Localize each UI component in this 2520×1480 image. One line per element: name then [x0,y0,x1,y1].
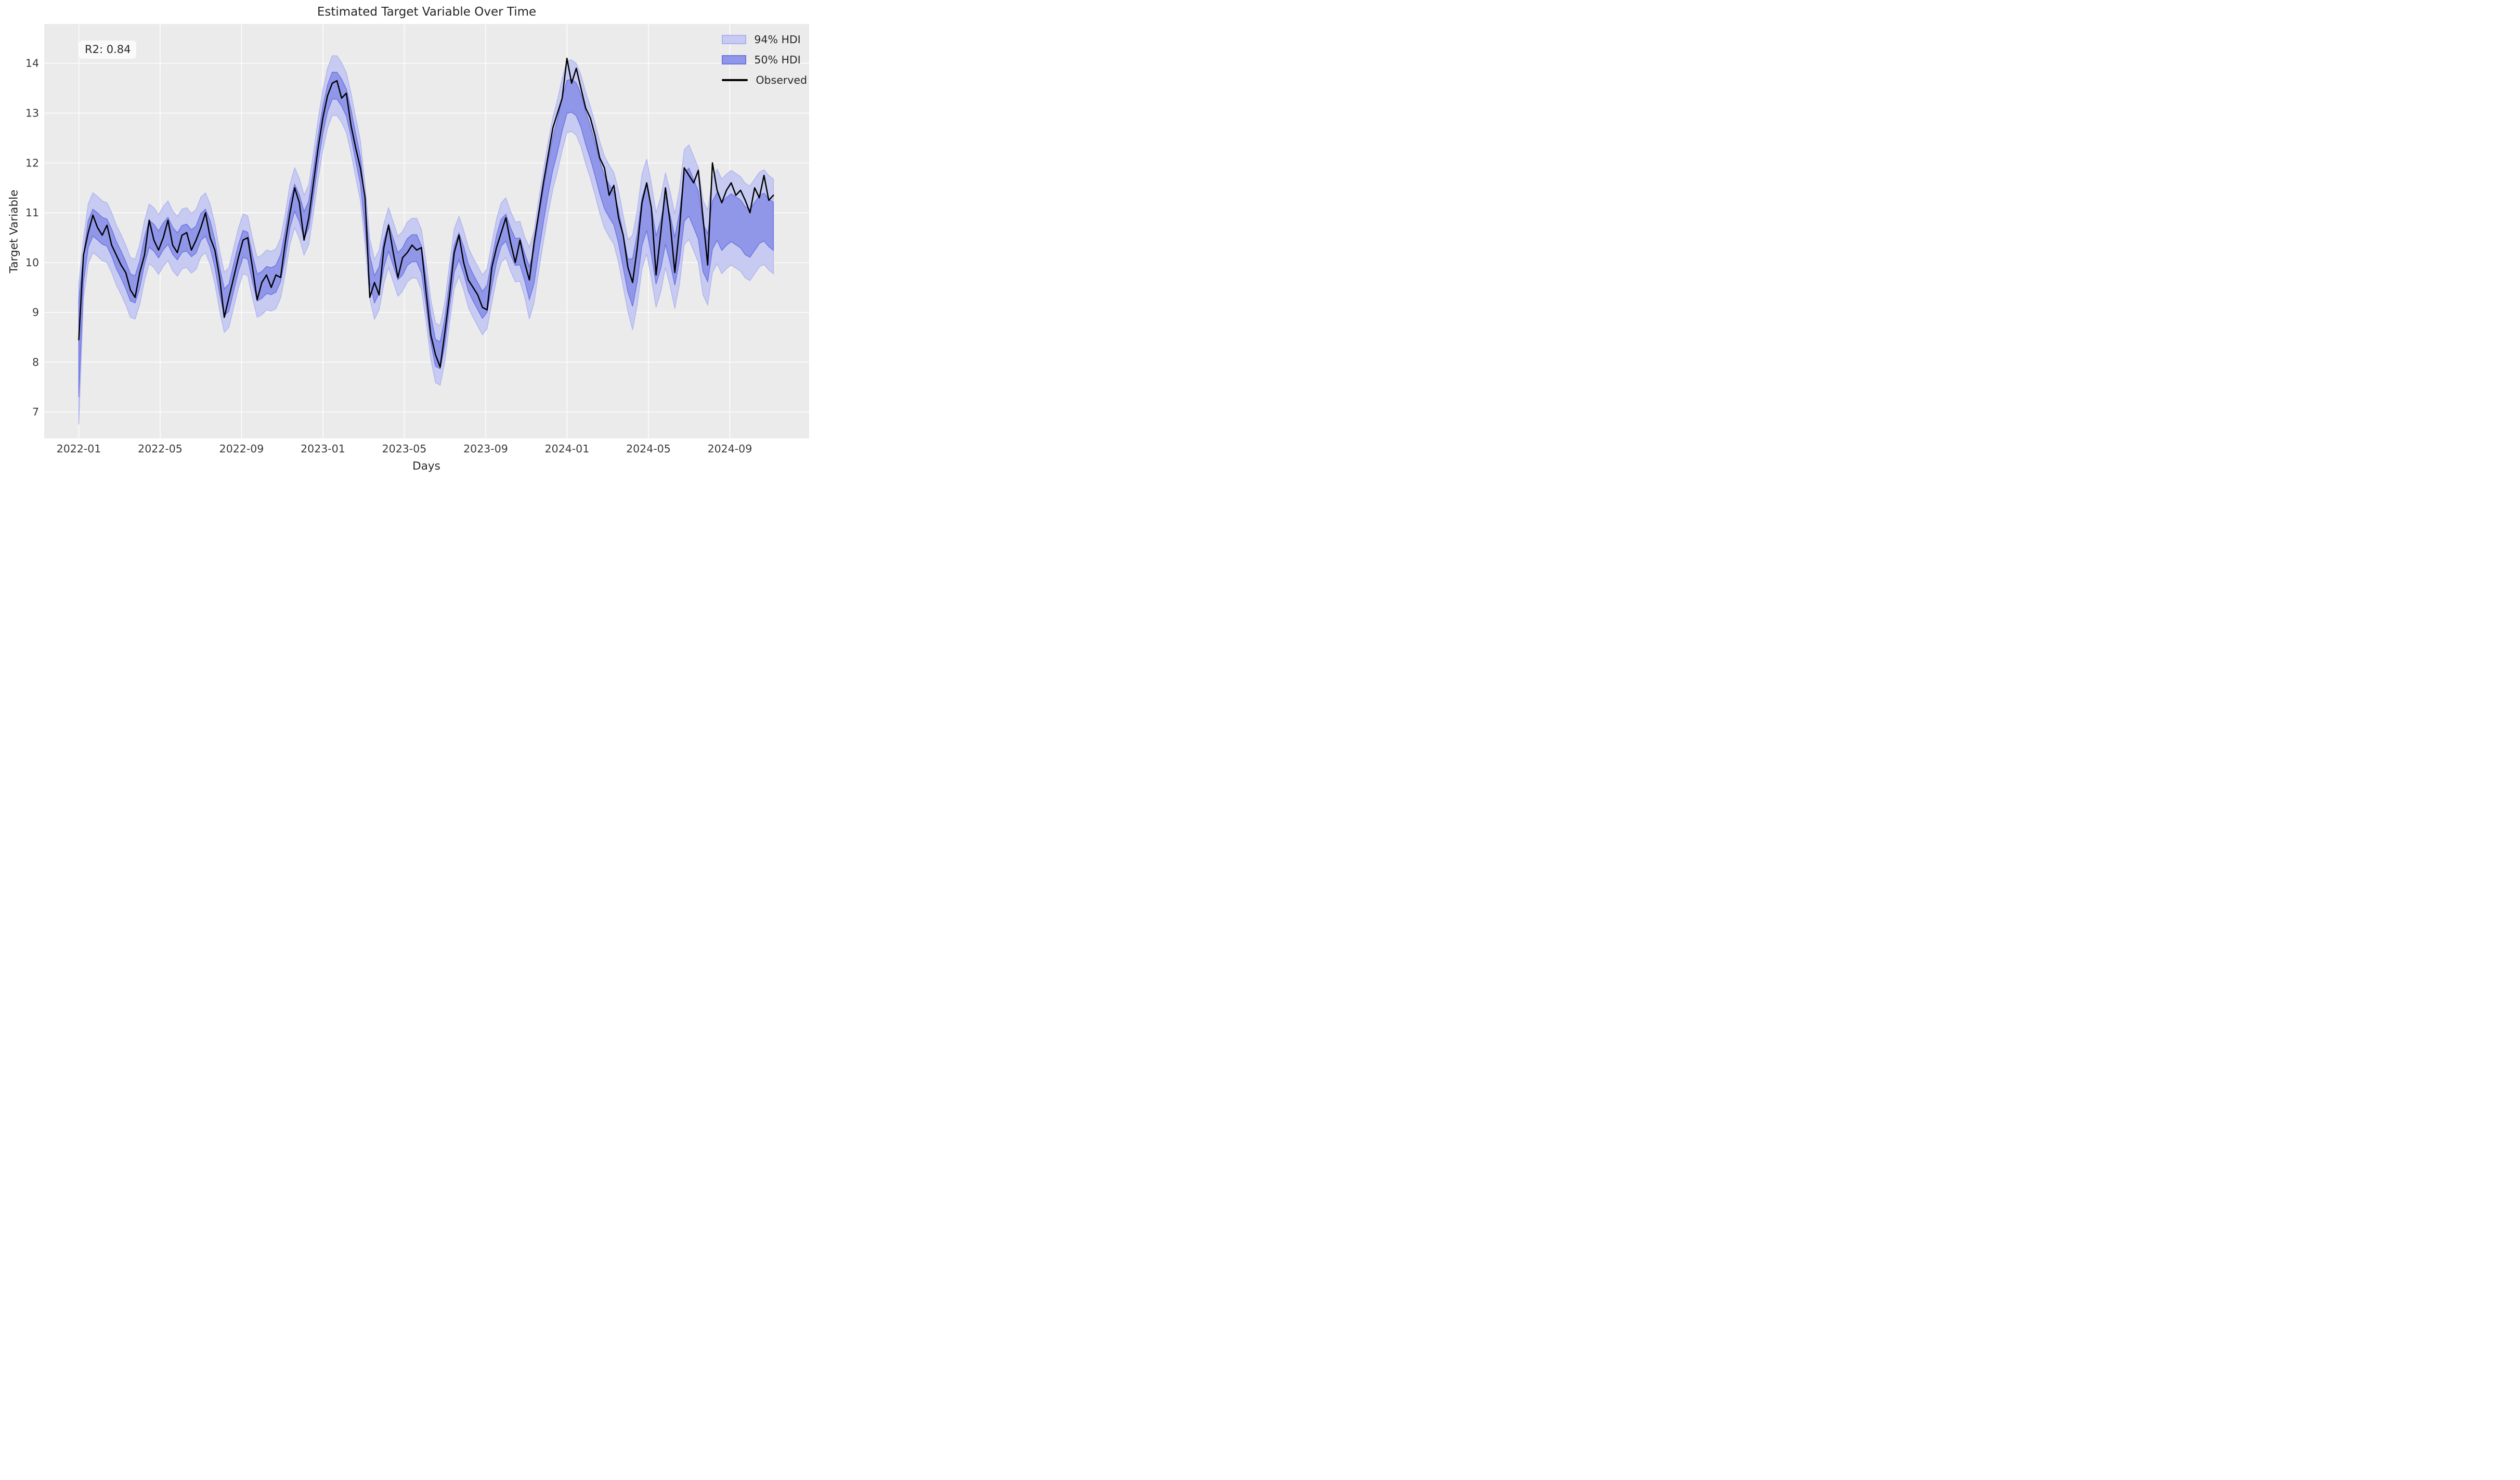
y-tick-label: 9 [32,306,39,319]
x-tick-label: 2024-05 [626,443,671,455]
legend-item-observed: Observed [722,74,807,86]
x-axis-label: Days [412,460,440,473]
legend-label: Observed [756,74,807,86]
y-tick-label: 8 [32,356,39,368]
legend-label: 50% HDI [754,54,801,66]
y-tick-label: 7 [32,406,39,418]
x-tick-label: 2024-09 [708,443,752,455]
figure: 2022-01 2022-05 2022-09 2023-01 2023-05 2023-… [0,0,815,479]
x-tick-label: 2022-09 [219,443,264,455]
y-tick-label: 11 [25,206,39,219]
observed-line-icon [722,79,748,81]
x-tick-label: 2023-01 [301,443,345,455]
y-tick-label: 13 [25,107,39,119]
y-axis-label: Target Variable [7,189,21,274]
legend-label: 94% HDI [754,33,801,46]
chart-canvas: 2022-01 2022-05 2022-09 2023-01 2023-05 2023-… [25,24,809,455]
hdi50-swatch-icon [722,55,747,64]
legend: 94% HDI 50% HDI Observed [722,33,807,86]
y-tick-label: 10 [25,256,39,269]
hdi94-band [78,55,774,425]
x-tick-label: 2022-05 [138,443,183,455]
x-tick-label: 2023-09 [463,443,508,455]
legend-item-50-hdi: 50% HDI [722,54,807,66]
x-tick-label: 2022-01 [57,443,101,455]
r2-annotation: R2: 0.84 [79,41,137,59]
x-tick-label: 2024-01 [545,443,590,455]
hdi94-swatch-icon [722,35,747,44]
y-tick-label: 12 [25,157,39,169]
y-tick-label: 14 [25,57,39,70]
observed-line [78,57,774,368]
hdi50-band [78,72,774,397]
chart-title: Estimated Target Variable Over Time [317,5,537,19]
legend-item-94-hdi: 94% HDI [722,33,807,46]
x-tick-label: 2023-05 [382,443,427,455]
